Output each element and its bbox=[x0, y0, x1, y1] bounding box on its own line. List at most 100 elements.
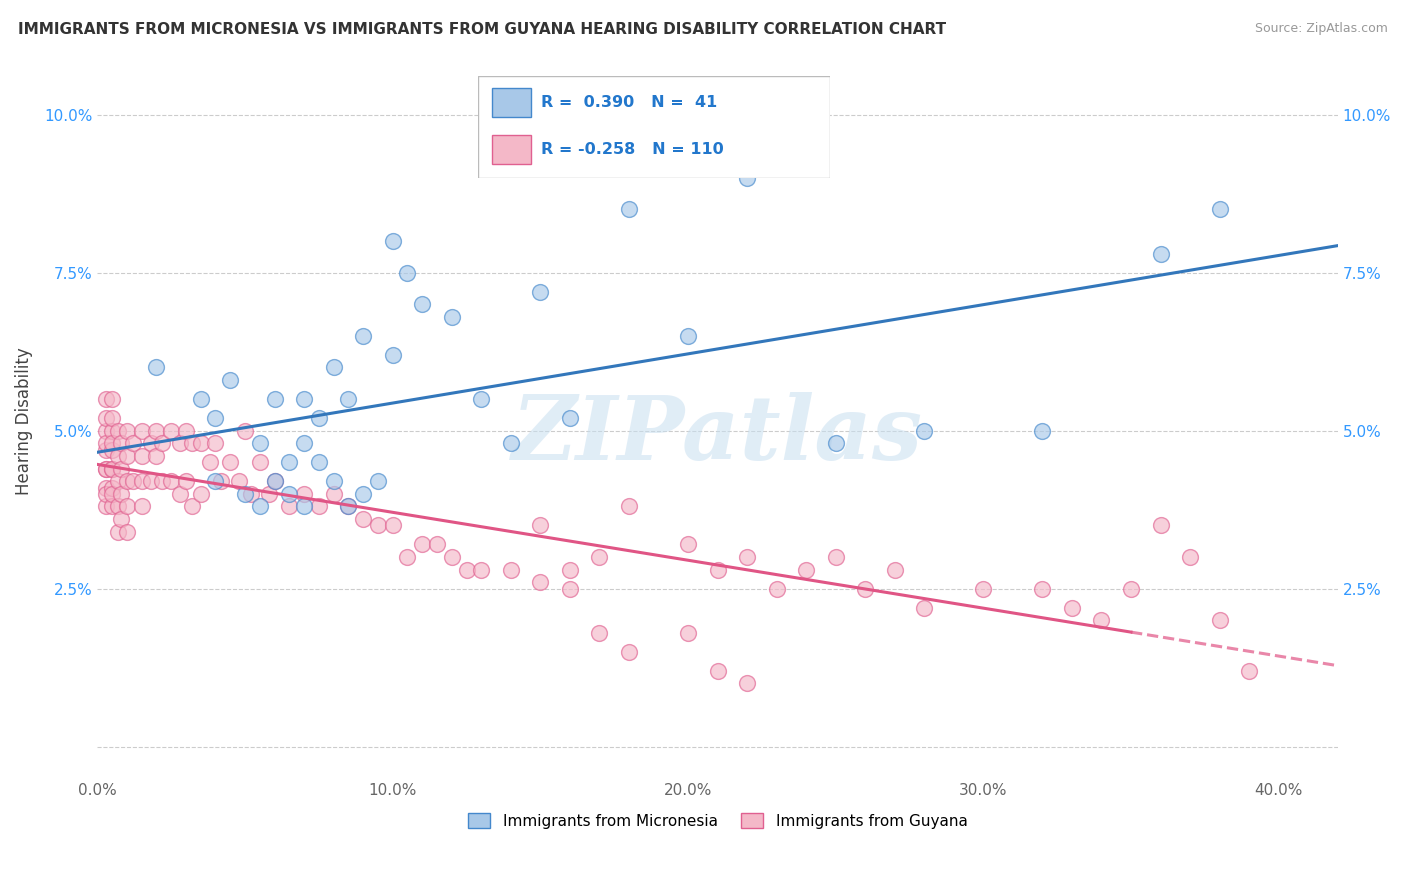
Point bbox=[1237, 664, 1260, 678]
Point bbox=[529, 285, 551, 299]
Point bbox=[233, 424, 256, 438]
Point bbox=[529, 518, 551, 533]
FancyBboxPatch shape bbox=[478, 76, 830, 178]
Point bbox=[529, 575, 551, 590]
Point bbox=[912, 424, 935, 438]
Point bbox=[190, 487, 212, 501]
Point bbox=[367, 474, 389, 488]
Point bbox=[972, 582, 994, 596]
Point bbox=[145, 424, 167, 438]
Point bbox=[204, 411, 226, 425]
Point bbox=[322, 474, 344, 488]
Point bbox=[794, 563, 817, 577]
Point bbox=[180, 500, 202, 514]
Point bbox=[239, 487, 262, 501]
Point bbox=[735, 549, 758, 564]
Y-axis label: Hearing Disability: Hearing Disability bbox=[15, 347, 32, 495]
Point bbox=[228, 474, 250, 488]
Point bbox=[337, 500, 360, 514]
Point bbox=[110, 512, 132, 526]
Point bbox=[292, 392, 315, 406]
Point bbox=[107, 474, 129, 488]
Point bbox=[145, 360, 167, 375]
Point bbox=[1031, 424, 1053, 438]
Point bbox=[204, 474, 226, 488]
Point bbox=[150, 436, 173, 450]
Point bbox=[308, 411, 330, 425]
Point bbox=[1119, 582, 1142, 596]
Point bbox=[110, 436, 132, 450]
Point bbox=[735, 676, 758, 690]
Point bbox=[617, 500, 640, 514]
Point bbox=[440, 549, 463, 564]
Point bbox=[396, 266, 419, 280]
Point bbox=[263, 474, 285, 488]
FancyBboxPatch shape bbox=[492, 136, 531, 164]
Point bbox=[249, 436, 271, 450]
Point bbox=[174, 474, 197, 488]
Point bbox=[676, 328, 699, 343]
Text: R = -0.258   N = 110: R = -0.258 N = 110 bbox=[541, 142, 724, 157]
Point bbox=[617, 202, 640, 217]
Point bbox=[257, 487, 280, 501]
Point bbox=[101, 487, 124, 501]
Point bbox=[470, 563, 492, 577]
Point bbox=[249, 500, 271, 514]
Point bbox=[456, 563, 478, 577]
Point bbox=[308, 455, 330, 469]
Point bbox=[381, 348, 404, 362]
Point bbox=[169, 436, 191, 450]
Point bbox=[411, 297, 433, 311]
Point bbox=[115, 474, 138, 488]
Point bbox=[292, 436, 315, 450]
Point bbox=[101, 436, 124, 450]
Point bbox=[121, 474, 143, 488]
Point bbox=[101, 392, 124, 406]
Point bbox=[499, 436, 522, 450]
Point bbox=[499, 563, 522, 577]
Point bbox=[209, 474, 232, 488]
Point bbox=[912, 600, 935, 615]
Point bbox=[322, 487, 344, 501]
Point bbox=[1060, 600, 1083, 615]
Point bbox=[96, 461, 118, 475]
Point bbox=[1090, 613, 1112, 627]
Point bbox=[588, 549, 610, 564]
Point bbox=[96, 424, 118, 438]
Point bbox=[558, 582, 581, 596]
Point bbox=[96, 500, 118, 514]
Point bbox=[367, 518, 389, 533]
Point bbox=[337, 500, 360, 514]
Point bbox=[115, 424, 138, 438]
Point bbox=[396, 549, 419, 564]
Point bbox=[322, 360, 344, 375]
Point bbox=[96, 481, 118, 495]
Point bbox=[110, 487, 132, 501]
Point bbox=[107, 524, 129, 539]
Point bbox=[160, 474, 183, 488]
Point bbox=[1149, 246, 1171, 260]
Point bbox=[219, 455, 242, 469]
Point bbox=[96, 442, 118, 457]
Point bbox=[107, 449, 129, 463]
Legend: Immigrants from Micronesia, Immigrants from Guyana: Immigrants from Micronesia, Immigrants f… bbox=[461, 806, 974, 835]
Point bbox=[107, 424, 129, 438]
Point bbox=[107, 500, 129, 514]
Text: R =  0.390   N =  41: R = 0.390 N = 41 bbox=[541, 95, 717, 110]
Point bbox=[249, 455, 271, 469]
Point bbox=[263, 392, 285, 406]
Point bbox=[1031, 582, 1053, 596]
Point bbox=[233, 487, 256, 501]
Point bbox=[96, 487, 118, 501]
Point bbox=[558, 563, 581, 577]
Point bbox=[558, 411, 581, 425]
Point bbox=[352, 328, 374, 343]
Point bbox=[1149, 518, 1171, 533]
Point bbox=[115, 524, 138, 539]
Point bbox=[765, 582, 787, 596]
Point bbox=[139, 474, 162, 488]
Point bbox=[131, 449, 153, 463]
Point bbox=[131, 500, 153, 514]
Point bbox=[101, 461, 124, 475]
Point bbox=[263, 474, 285, 488]
